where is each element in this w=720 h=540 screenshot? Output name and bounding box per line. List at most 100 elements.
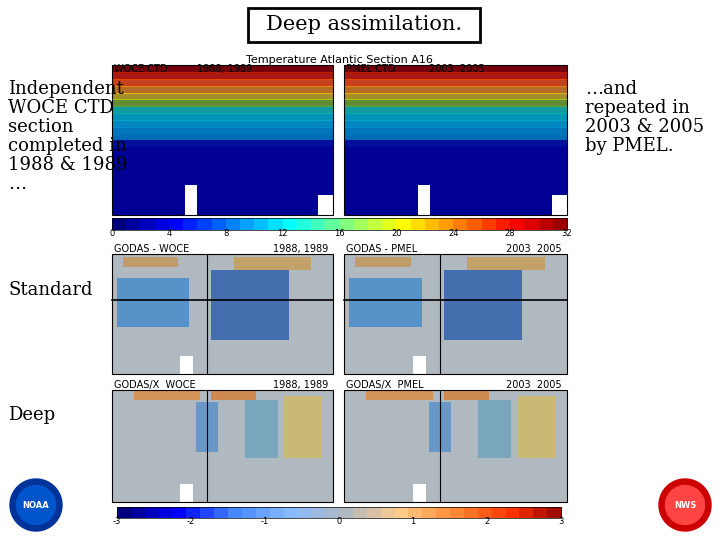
Bar [226, 218, 241, 230]
Text: 8: 8 [223, 229, 228, 238]
Text: 2003 & 2005: 2003 & 2005 [585, 118, 704, 136]
Bar [212, 392, 256, 400]
Bar [117, 507, 561, 518]
Bar [145, 507, 160, 518]
Text: WOCE CTD: WOCE CTD [114, 64, 168, 74]
Bar [248, 8, 480, 42]
Bar [354, 218, 369, 230]
Text: GODAS - WOCE: GODAS - WOCE [114, 244, 189, 254]
Bar [344, 79, 567, 86]
Text: …: … [8, 175, 26, 193]
Text: 0: 0 [109, 229, 114, 238]
Bar [112, 140, 333, 215]
Text: -2: -2 [187, 517, 195, 526]
Bar [180, 484, 193, 502]
Bar [228, 507, 243, 518]
Bar [183, 218, 198, 230]
Bar [553, 218, 568, 230]
Bar [131, 507, 145, 518]
Bar [482, 218, 497, 230]
Bar [256, 507, 271, 518]
Text: repeated in: repeated in [585, 99, 690, 117]
Bar [112, 254, 333, 374]
Text: GODAS/X  PMEL: GODAS/X PMEL [346, 380, 423, 390]
Bar [344, 106, 567, 114]
Bar [467, 218, 482, 230]
Bar [112, 134, 333, 141]
Text: 2003  2005: 2003 2005 [506, 244, 562, 254]
Text: 3: 3 [558, 517, 564, 526]
Bar [112, 72, 333, 80]
Text: section: section [8, 118, 73, 136]
Bar [344, 390, 567, 502]
Text: Deep: Deep [8, 406, 55, 424]
Bar [450, 507, 465, 518]
Bar [454, 218, 469, 230]
Text: 0: 0 [336, 517, 341, 526]
Bar [552, 195, 567, 215]
Bar [467, 256, 545, 270]
Bar [425, 218, 440, 230]
Text: -1: -1 [261, 517, 269, 526]
Text: 28: 28 [505, 229, 516, 238]
Text: 2003  2005: 2003 2005 [429, 64, 485, 74]
Bar [140, 218, 156, 230]
Text: Standard: Standard [8, 281, 92, 299]
Bar [318, 195, 333, 215]
Bar [186, 507, 202, 518]
Bar [233, 256, 311, 270]
Bar [444, 270, 523, 340]
Bar [349, 278, 422, 327]
Bar [212, 218, 227, 230]
Text: NWS: NWS [674, 501, 696, 510]
Bar [418, 185, 430, 215]
Bar [344, 254, 567, 374]
Text: 20: 20 [391, 229, 402, 238]
Bar [112, 390, 333, 502]
Bar [212, 270, 289, 340]
Bar [413, 356, 426, 374]
Bar [112, 65, 333, 73]
Bar [269, 507, 284, 518]
Bar [344, 254, 567, 374]
Bar [297, 507, 312, 518]
Bar [325, 218, 341, 230]
Bar [344, 65, 567, 73]
Bar [112, 107, 333, 147]
Bar [126, 218, 141, 230]
Bar [410, 218, 426, 230]
Bar [436, 507, 451, 518]
Bar [112, 113, 333, 121]
Bar [112, 65, 333, 215]
Bar [297, 218, 312, 230]
Text: Deep assimilation.: Deep assimilation. [266, 16, 462, 35]
Bar [344, 113, 567, 121]
Text: PMEL CTD: PMEL CTD [346, 64, 395, 74]
Bar [344, 120, 567, 128]
Polygon shape [659, 479, 711, 531]
Polygon shape [10, 479, 62, 531]
Bar [344, 99, 567, 107]
Bar [185, 185, 197, 215]
Text: -3: -3 [113, 517, 121, 526]
Bar [344, 65, 567, 215]
Bar [344, 134, 567, 141]
Bar [112, 127, 333, 135]
Bar [112, 99, 333, 107]
Text: …and: …and [585, 80, 637, 98]
Bar [492, 507, 506, 518]
Bar [344, 390, 567, 502]
Bar [344, 107, 567, 147]
Bar [117, 507, 132, 518]
Bar [397, 218, 412, 230]
Bar [117, 278, 189, 327]
Bar [112, 92, 333, 100]
Text: 1988 & 1989: 1988 & 1989 [8, 156, 127, 174]
Bar [254, 218, 269, 230]
Polygon shape [17, 485, 55, 524]
Bar [510, 218, 526, 230]
Bar [439, 218, 454, 230]
Text: 2003  2005: 2003 2005 [506, 380, 562, 390]
Bar [112, 79, 333, 86]
Bar [344, 65, 567, 215]
